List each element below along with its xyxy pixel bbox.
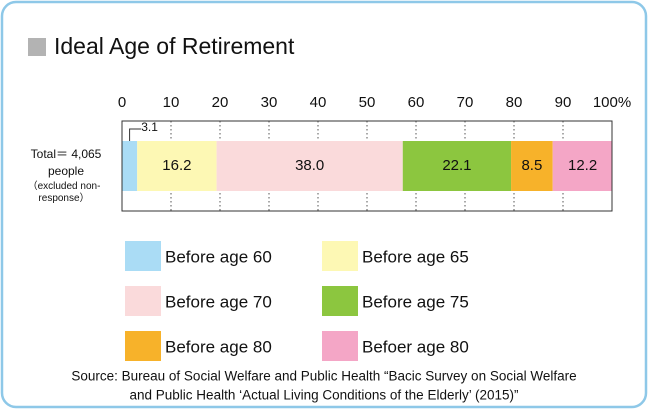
data-label: 12.2 xyxy=(568,157,597,174)
x-tick-label: 0 xyxy=(118,94,126,111)
legend-swatch xyxy=(125,286,161,316)
category-note: （excluded non-response） xyxy=(27,181,101,204)
leader-line xyxy=(129,128,142,141)
x-tick-label: 60 xyxy=(408,94,425,111)
bar-segment xyxy=(216,141,403,191)
x-tick-label: 70 xyxy=(457,94,474,111)
bar-segment xyxy=(137,141,217,191)
x-tick-label: 30 xyxy=(261,94,278,111)
data-label: 3.1 xyxy=(141,120,158,134)
legend-label: Before age 65 xyxy=(362,247,469,266)
legend-label: Befoer age 80 xyxy=(362,337,469,356)
bar-segment xyxy=(402,141,512,191)
data-label: 16.2 xyxy=(162,157,191,174)
x-tick-label: 40 xyxy=(310,94,327,111)
legend-label: Before age 70 xyxy=(165,292,272,311)
x-tick-label: 100% xyxy=(593,94,631,111)
data-label: 22.1 xyxy=(442,157,471,174)
source-note: Source: Bureau of Social Welfare and Pub… xyxy=(71,369,576,384)
legend-swatch xyxy=(125,331,161,361)
x-tick-label: 90 xyxy=(555,94,572,111)
legend-swatch xyxy=(322,286,358,316)
data-label: 8.5 xyxy=(521,157,542,174)
legend-swatch xyxy=(322,331,358,361)
legend-label: Before age 60 xyxy=(165,247,272,266)
chart-title: Ideal Age of Retirement xyxy=(54,33,295,59)
x-tick-label: 10 xyxy=(163,94,180,111)
x-tick-label: 80 xyxy=(506,94,523,111)
category-label: Total＝ 4,065 people xyxy=(30,147,102,178)
plot-frame-outline xyxy=(121,120,613,212)
bar-segment xyxy=(552,141,613,191)
legend-label: Before age 80 xyxy=(165,337,272,356)
data-label: 38.0 xyxy=(295,157,324,174)
bar-segment xyxy=(511,141,553,191)
bar-segment xyxy=(122,141,138,191)
x-tick-label: 50 xyxy=(359,94,376,111)
legend-label: Before age 75 xyxy=(362,292,469,311)
source-note: and Public Health ‘Actual Living Conditi… xyxy=(130,388,519,403)
legend-swatch xyxy=(125,241,161,271)
legend-swatch xyxy=(322,241,358,271)
x-tick-label: 20 xyxy=(212,94,229,111)
title-icon xyxy=(28,38,46,56)
